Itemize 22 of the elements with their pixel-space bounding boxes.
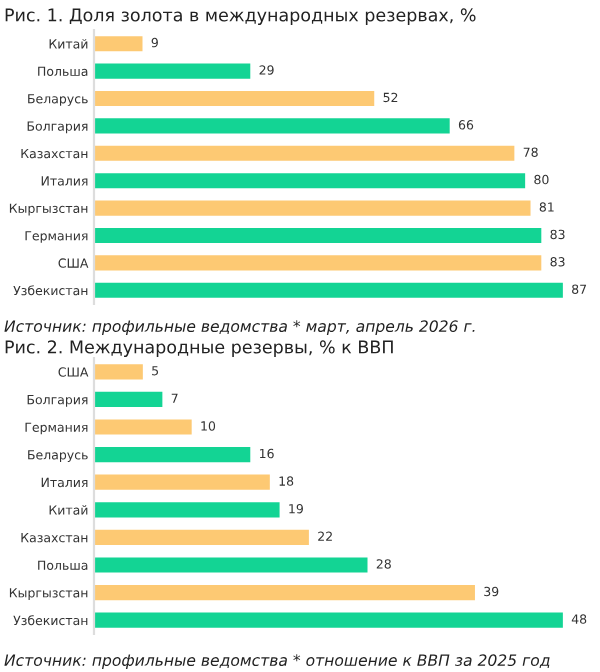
bar bbox=[94, 557, 368, 573]
bar bbox=[94, 585, 475, 601]
bar bbox=[94, 200, 531, 216]
bar bbox=[94, 90, 375, 107]
bar bbox=[94, 612, 563, 628]
bar bbox=[94, 502, 280, 518]
bar bbox=[94, 118, 450, 134]
bar bbox=[94, 282, 563, 298]
bar bbox=[94, 364, 143, 380]
bar bbox=[94, 63, 251, 79]
bar bbox=[94, 529, 309, 545]
bar bbox=[94, 173, 526, 189]
chart-title: Рис. 2. Международные резервы, % к ВВП bbox=[5, 340, 393, 357]
chart-title: Рис. 1. Доля золота в международных резервах, % bbox=[5, 8, 476, 25]
bar bbox=[94, 419, 192, 435]
bar bbox=[94, 145, 515, 161]
bar bbox=[94, 255, 542, 271]
bar bbox=[94, 474, 270, 490]
bar bbox=[94, 391, 163, 407]
bar bbox=[94, 36, 143, 52]
bar bbox=[94, 227, 542, 244]
bar bbox=[94, 447, 251, 463]
